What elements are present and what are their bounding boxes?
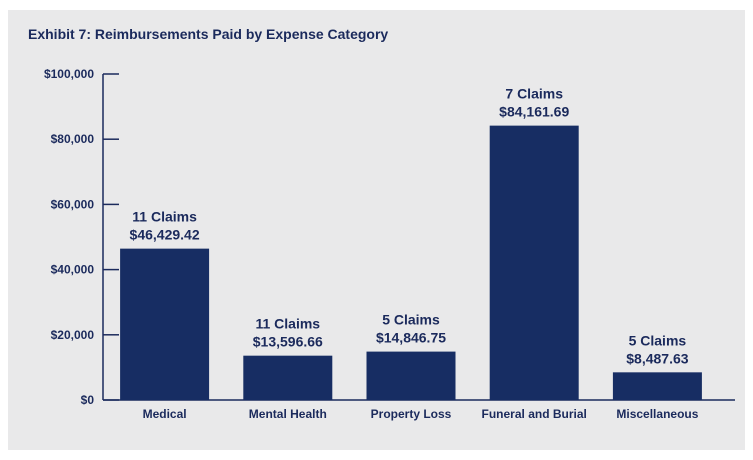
bar-claims-label: 11 Claims (255, 316, 320, 332)
labels: 11 Claims $46,429.42 Medical 11 Claims $13,5… (130, 86, 699, 421)
bar (612, 372, 702, 400)
bar-value-label: $84,161.69 (499, 104, 569, 120)
bar-value-label: $8,487.63 (626, 350, 688, 366)
x-category-label: Property Loss (371, 407, 452, 421)
y-tick-label: $20,000 (51, 328, 95, 342)
bar (489, 125, 579, 401)
bar (366, 351, 456, 400)
bar-claims-label: 11 Claims (132, 209, 197, 225)
y-tick-label: $40,000 (51, 263, 95, 277)
bar-value-label: $46,429.42 (130, 227, 200, 243)
x-category-label: Mental Health (249, 407, 327, 421)
x-category-label: Miscellaneous (616, 407, 698, 421)
bar-value-label: $14,846.75 (376, 330, 446, 346)
y-tick-label: $80,000 (51, 132, 95, 146)
bar-claims-label: 5 Claims (382, 312, 440, 328)
bar (243, 355, 333, 400)
bar-claims-label: 7 Claims (505, 86, 563, 102)
x-category-label: Funeral and Burial (482, 407, 587, 421)
bars (120, 125, 702, 401)
bar-value-label: $13,596.66 (253, 334, 323, 350)
chart-title: Exhibit 7: Reimbursements Paid by Expens… (28, 26, 389, 42)
y-tick-label: $0 (81, 393, 95, 407)
y-tick-label: $60,000 (51, 197, 95, 211)
bar-claims-label: 5 Claims (629, 332, 687, 348)
bar (120, 248, 210, 400)
y-tick-label: $100,000 (44, 67, 94, 81)
x-category-label: Medical (143, 407, 187, 421)
